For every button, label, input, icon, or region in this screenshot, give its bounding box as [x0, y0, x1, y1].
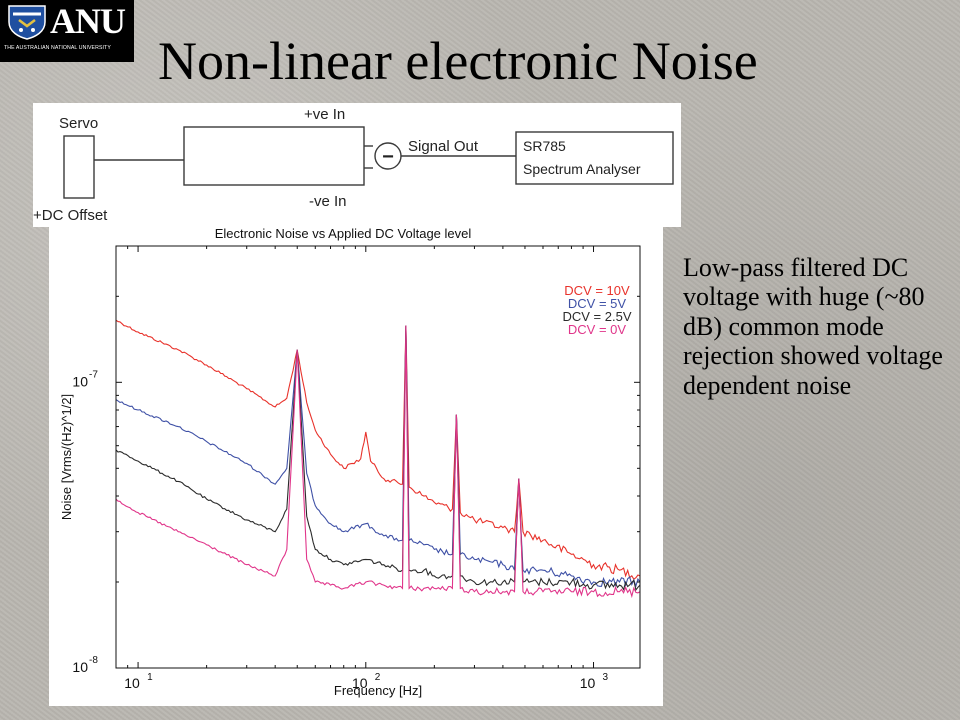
- x-tick-exponent: 1: [147, 672, 153, 683]
- series-group: [115, 319, 641, 599]
- legend-entry: DCV = 10V: [564, 283, 630, 298]
- series-line-3: [115, 325, 641, 599]
- series-line-0: [115, 319, 641, 580]
- x-axis-label: Frequency [Hz]: [334, 683, 422, 698]
- circuit-schematic: Servo +DC Offset +ve In -ve In − Signal …: [33, 103, 681, 227]
- series-line-1: [115, 325, 641, 588]
- x-tick-label: 10: [580, 675, 596, 691]
- noise-chart: Electronic Noise vs Applied DC Voltage l…: [49, 224, 663, 706]
- legend-entry: DCV = 5V: [568, 296, 626, 311]
- y-tick-label: 10: [72, 373, 88, 389]
- y-tick-exponent: -8: [89, 655, 98, 666]
- slide-title: Non-linear electronic Noise: [158, 31, 758, 91]
- anu-crest-icon: [8, 5, 46, 40]
- chart-title: Electronic Noise vs Applied DC Voltage l…: [215, 226, 472, 241]
- y-axis: 10-810-7: [72, 245, 640, 675]
- signal-out-label: Signal Out: [408, 138, 479, 155]
- logo-text: ANU: [50, 1, 126, 41]
- side-description: Low-pass filtered DC voltage with huge (…: [683, 253, 943, 400]
- logo-subtitle: THE AUSTRALIAN NATIONAL UNIVERSITY: [4, 45, 111, 51]
- y-axis-label: Noise [Vrms/(Hz)^1/2]: [59, 394, 74, 520]
- x-tick-label: 10: [124, 675, 140, 691]
- y-tick-label: 10: [72, 659, 88, 675]
- dc-offset-label: +DC Offset: [33, 207, 108, 224]
- y-tick-exponent: -7: [89, 369, 98, 380]
- x-tick-exponent: 3: [603, 672, 609, 683]
- servo-box: [63, 135, 95, 199]
- plus-in-label: +ve In: [304, 106, 345, 123]
- x-axis: 10 1 10 2 10 3: [115, 246, 609, 691]
- minus-symbol: −: [382, 146, 394, 168]
- x-tick-label: 10: [352, 675, 368, 691]
- series-line-2: [115, 325, 641, 592]
- analyser-label-2: Spectrum Analyser: [523, 161, 641, 177]
- plot-frame: [115, 245, 641, 669]
- amplifier-box: [183, 126, 365, 186]
- servo-label: Servo: [59, 115, 98, 132]
- legend-entry: DCV = 0V: [568, 322, 626, 337]
- analyser-label-1: SR785: [523, 138, 566, 154]
- anu-logo: ANU THE AUSTRALIAN NATIONAL UNIVERSITY: [0, 0, 134, 62]
- x-tick-exponent: 2: [375, 672, 381, 683]
- legend-entry: DCV = 2.5V: [562, 309, 631, 324]
- minus-in-label: -ve In: [309, 193, 347, 210]
- analyser-box: [515, 131, 674, 185]
